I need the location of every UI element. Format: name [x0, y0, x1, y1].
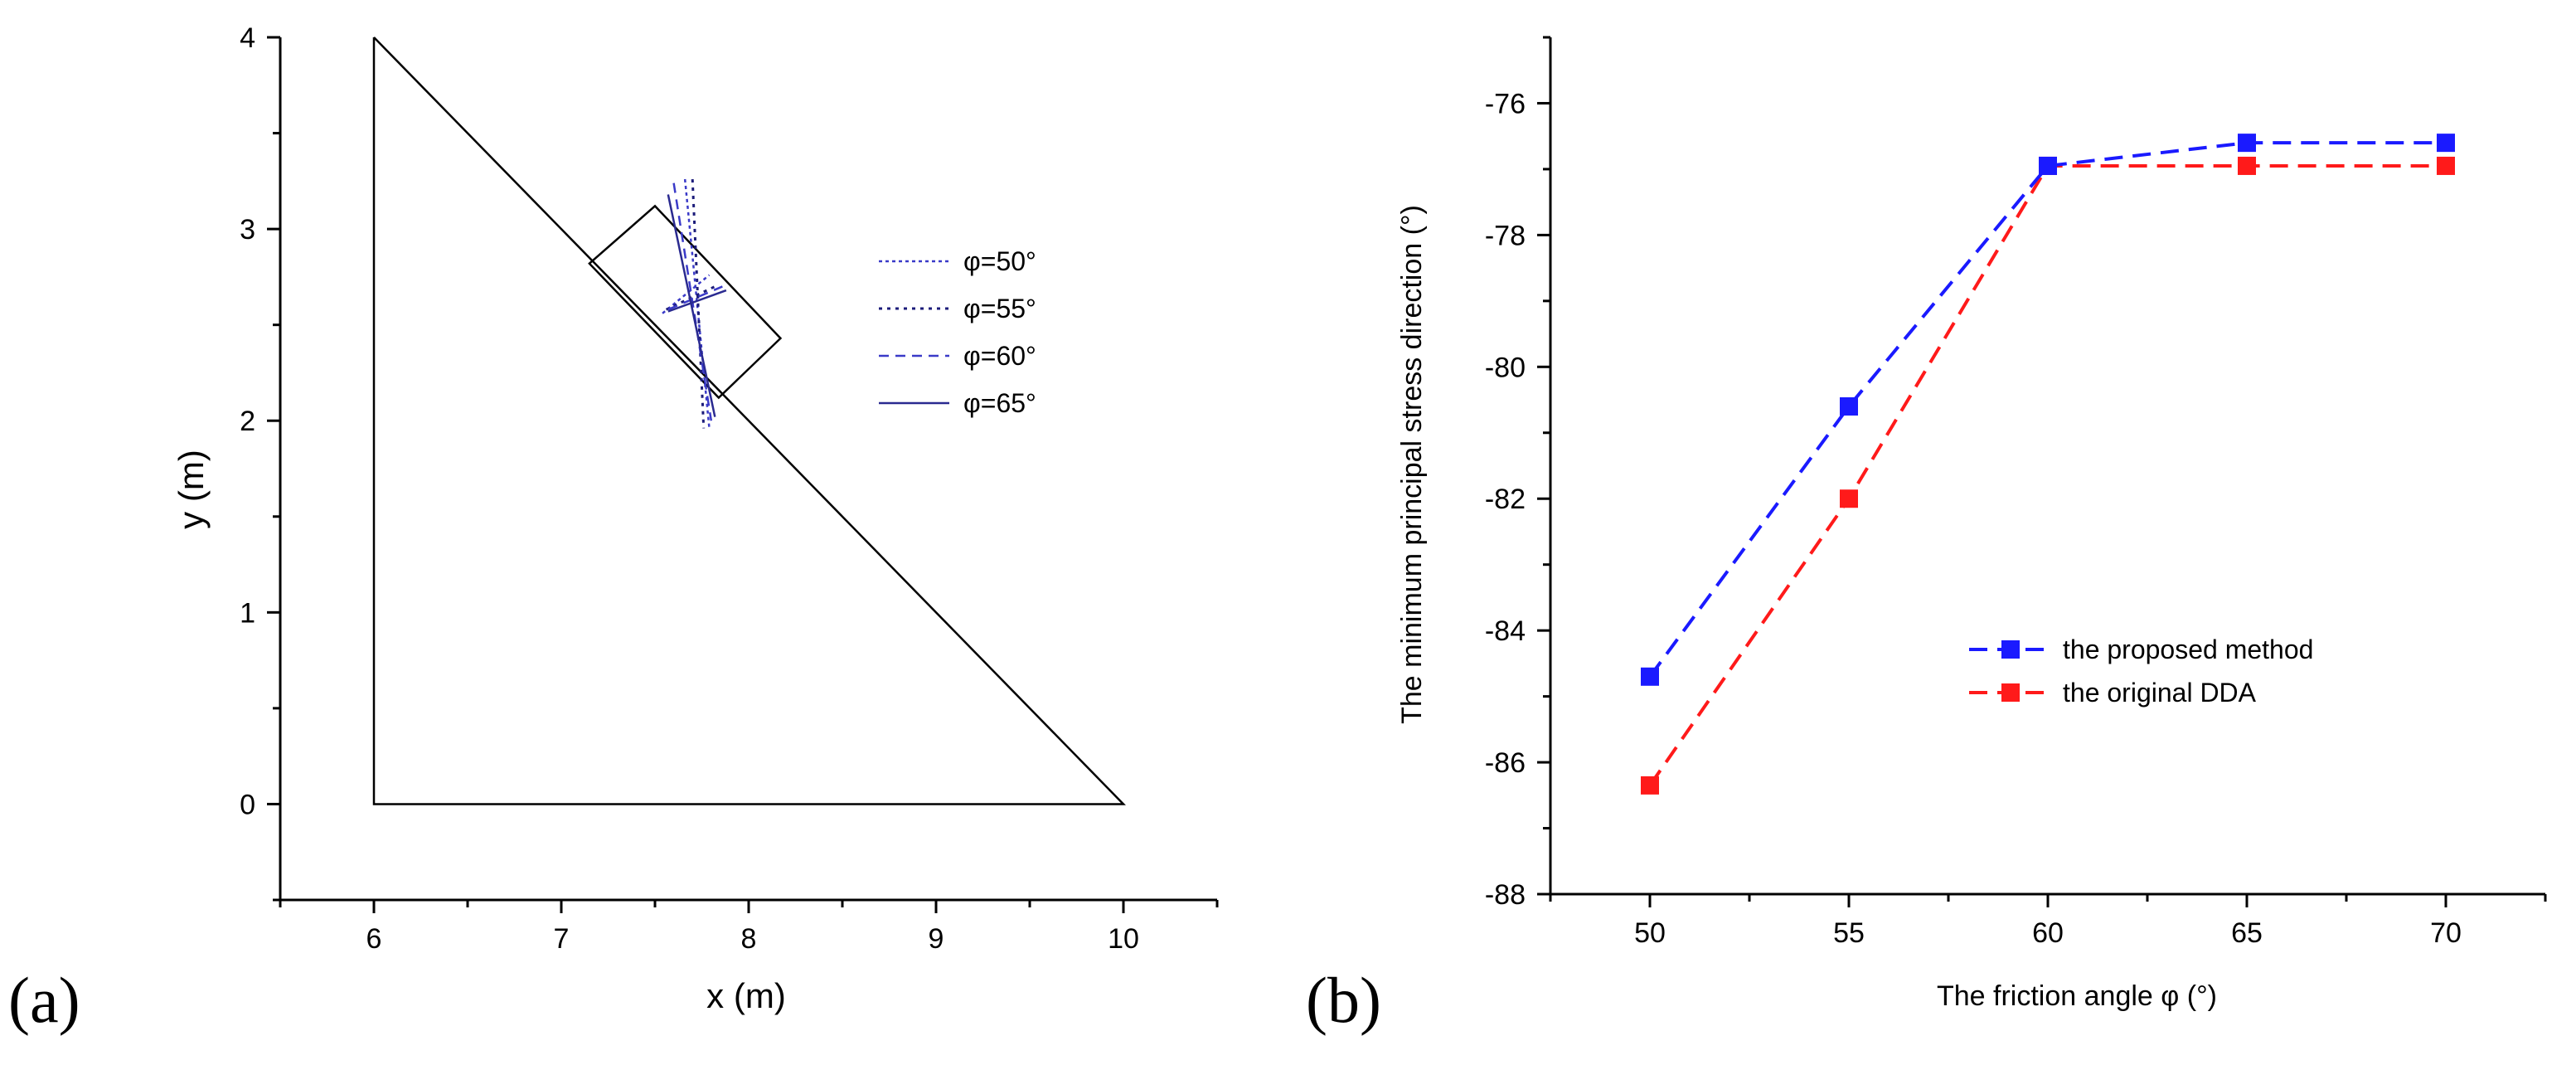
- data-point: [1641, 667, 1659, 686]
- sliding-block: [588, 204, 783, 400]
- a-y-tick-label: 4: [240, 22, 255, 54]
- chart-b-series: [1641, 134, 2455, 795]
- chart-a-ticks: 6 7 8 9 10 0 1 2 3 4: [240, 22, 1219, 955]
- a-y-tick-label: 0: [240, 789, 255, 820]
- b-y-tick-label: -82: [1485, 484, 1526, 515]
- a-y-tick-label: 2: [240, 406, 255, 437]
- b-x-tick-label: 60: [2032, 917, 2064, 949]
- b-y-tick-label: -84: [1485, 615, 1526, 647]
- data-point: [2039, 156, 2057, 175]
- chart-b-ylabel: The minimum principal stress direction (…: [1396, 205, 1428, 724]
- b-x-tick-label: 55: [1833, 917, 1865, 949]
- b-x-tick-label: 50: [1634, 917, 1666, 949]
- chart-a: 6 7 8 9 10 0 1 2 3 4 φ=50° φ=55° φ=60° φ=65° x (m) y…: [172, 22, 1219, 1015]
- chart-a-xlabel: x (m): [706, 976, 786, 1015]
- series-line: [1648, 163, 2446, 787]
- data-point: [1840, 489, 1858, 508]
- chart-a-legend: φ=50° φ=55° φ=60° φ=65°: [879, 246, 1036, 418]
- data-point: [2437, 156, 2455, 175]
- a-y-tick-label: 1: [240, 597, 255, 629]
- b-x-tick-label: 65: [2231, 917, 2263, 949]
- stress-line: [667, 289, 727, 313]
- b-y-tick-label: -78: [1485, 220, 1526, 251]
- data-point: [1641, 776, 1659, 795]
- series-line: [1648, 141, 2446, 678]
- a-x-tick-label: 7: [554, 923, 570, 955]
- slope-triangle: [372, 36, 1126, 805]
- stress-line: [691, 178, 706, 429]
- data-point: [1840, 396, 1858, 416]
- chart-b-ticks: 50 55 60 65 70 -76 -78 -80 -82 -84 -86 -88: [1485, 36, 2547, 949]
- data-point: [2437, 134, 2455, 153]
- a-x-tick-label: 8: [741, 923, 757, 955]
- chart-b-xlabel: The friction angle φ (°): [1937, 980, 2217, 1012]
- a-x-tick-label: 10: [1108, 923, 1139, 955]
- b-y-tick-label: -86: [1485, 747, 1526, 779]
- legend-label: φ=50°: [963, 246, 1036, 276]
- legend-label: the proposed method: [2063, 635, 2313, 664]
- panel-label-b: (b): [1306, 964, 1381, 1036]
- stress-line: [667, 194, 716, 417]
- chart-a-shapes: [372, 36, 1126, 805]
- data-point: [2238, 156, 2256, 175]
- b-y-tick-label: -80: [1485, 352, 1526, 383]
- a-x-tick-label: 6: [366, 923, 382, 955]
- data-point: [2238, 134, 2256, 153]
- a-x-tick-label: 9: [929, 923, 944, 955]
- legend-marker: [2001, 640, 2020, 659]
- chart-a-frame: [279, 37, 1217, 902]
- chart-a-series: [662, 178, 727, 429]
- legend-label: φ=60°: [963, 341, 1036, 371]
- b-x-tick-label: 70: [2430, 917, 2462, 949]
- legend-label: φ=65°: [963, 388, 1036, 418]
- stress-line: [667, 285, 723, 311]
- legend-label: φ=55°: [963, 294, 1036, 323]
- legend-label: the original DDA: [2063, 678, 2257, 708]
- a-y-tick-label: 3: [240, 214, 255, 246]
- legend-marker: [2001, 683, 2020, 702]
- chart-a-ylabel: y (m): [172, 450, 211, 529]
- b-y-tick-label: -88: [1485, 879, 1526, 911]
- b-y-tick-label: -76: [1485, 88, 1526, 119]
- chart-b: 50 55 60 65 70 -76 -78 -80 -82 -84 -86 -88 the prop…: [1396, 36, 2547, 1012]
- chart-b-legend: the proposed method the original DDA: [1969, 635, 2313, 708]
- panel-label-a: (a): [8, 964, 80, 1036]
